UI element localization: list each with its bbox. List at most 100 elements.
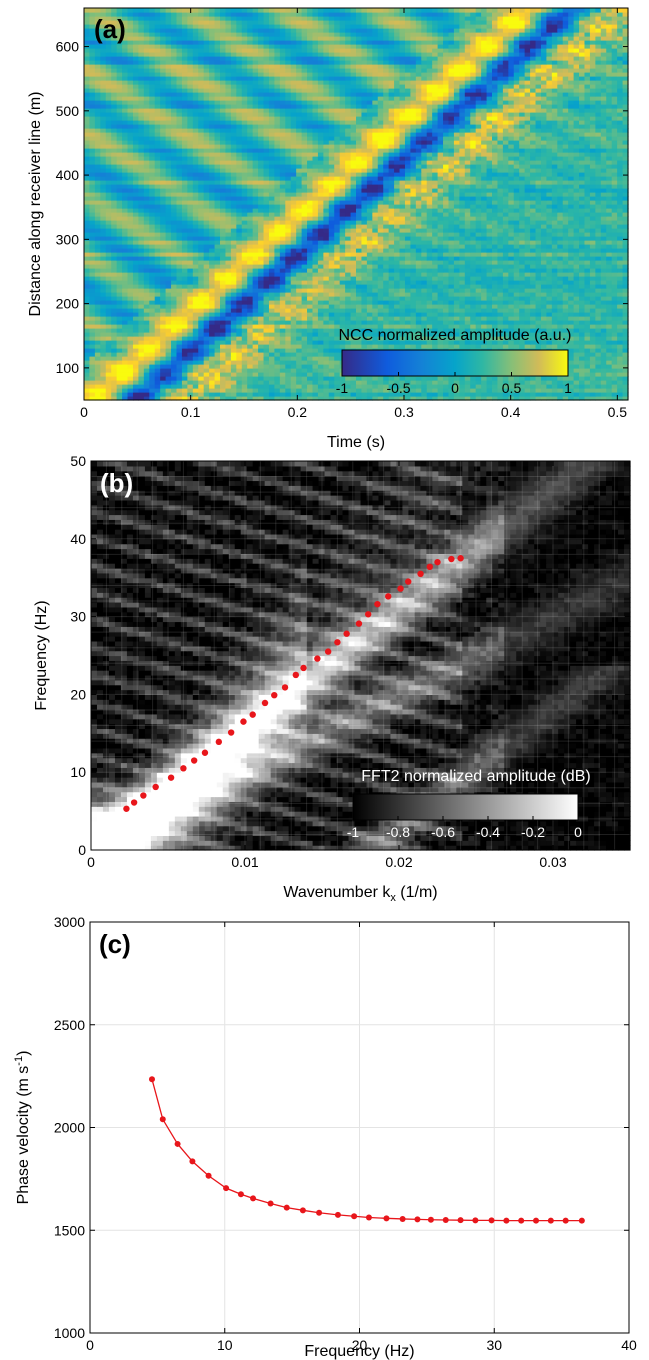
ncc-cell [192, 372, 199, 377]
ncc-cell [432, 240, 439, 245]
ncc-cell [198, 208, 205, 213]
ncc-cell [508, 344, 515, 349]
ncc-cell [513, 276, 520, 281]
ncc-cell [132, 320, 139, 325]
ncc-cell [220, 204, 227, 209]
ncc-cell [241, 316, 248, 321]
ncc-cell [258, 268, 265, 273]
ncc-cell [579, 372, 586, 377]
ncc-cell [279, 224, 286, 229]
ncc-cell [116, 264, 123, 269]
ncc-cell [617, 236, 624, 241]
ncc-cell [339, 212, 346, 217]
ncc-cell [421, 376, 428, 381]
ncc-cell [551, 268, 558, 273]
ncc-cell [317, 200, 324, 205]
ncc-cell [562, 268, 569, 273]
ncc-cell [328, 264, 335, 269]
ncc-cell [573, 244, 580, 249]
ncc-cell [160, 228, 167, 233]
ncc-cell [388, 324, 395, 329]
ncc-cell [181, 228, 188, 233]
ncc-cell [432, 228, 439, 233]
ncc-cell [519, 204, 526, 209]
ncc-cell [285, 248, 292, 253]
ncc-cell [214, 384, 221, 389]
ncc-cell [383, 304, 390, 309]
ncc-cell [432, 248, 439, 253]
ncc-cell [263, 268, 270, 273]
ncc-cell [573, 212, 580, 217]
ncc-cell [524, 316, 531, 321]
ncc-cell [388, 344, 395, 349]
ncc-cell [94, 216, 101, 221]
ncc-cell [579, 256, 586, 261]
ncc-cell [448, 344, 455, 349]
ncc-cell [116, 324, 123, 329]
ncc-cell [241, 376, 248, 381]
ncc-cell [84, 272, 91, 277]
ncc-cell [546, 260, 553, 265]
ncc-cell [334, 248, 341, 253]
ncc-cell [372, 344, 379, 349]
ncc-cell [573, 280, 580, 285]
ncc-cell [160, 312, 167, 317]
ncc-cell [203, 312, 210, 317]
ncc-cell [464, 252, 471, 257]
ncc-cell [459, 232, 466, 237]
ncc-cell [535, 340, 542, 345]
ncc-cell [285, 380, 292, 385]
ncc-cell [372, 200, 379, 205]
ncc-cell [127, 296, 134, 301]
ncc-cell [513, 396, 520, 401]
ncc-cell [154, 208, 161, 213]
ncc-cell [334, 396, 341, 401]
ncc-cell [339, 204, 346, 209]
ncc-cell [220, 220, 227, 225]
ncc-cell [100, 344, 107, 349]
ncc-cell [584, 368, 591, 373]
ncc-cell [301, 220, 308, 225]
ncc-cell [241, 300, 248, 305]
ncc-cell [464, 300, 471, 305]
ncc-cell [540, 276, 547, 281]
ncc-cell [263, 332, 270, 337]
ncc-cell [589, 244, 596, 249]
ncc-cell [606, 248, 613, 253]
ncc-cell [285, 364, 292, 369]
ncc-cell [568, 344, 575, 349]
ncc-cell [481, 200, 488, 205]
ncc-cell [165, 364, 172, 369]
ncc-cell [551, 344, 558, 349]
ncc-cell [247, 368, 254, 373]
ncc-cell [203, 324, 210, 329]
ncc-cell [388, 232, 395, 237]
ncc-cell [252, 376, 259, 381]
ncc-cell [220, 244, 227, 249]
ncc-cell [317, 336, 324, 341]
ncc-cell [307, 316, 314, 321]
ncc-cell [508, 272, 515, 277]
ncc-cell [138, 372, 145, 377]
ncc-cell [268, 344, 275, 349]
ncc-cell [94, 256, 101, 261]
ncc-cell [105, 292, 112, 297]
ncc-cell [268, 292, 275, 297]
ncc-cell [530, 216, 537, 221]
ncc-cell [312, 344, 319, 349]
ncc-cell [399, 332, 406, 337]
ncc-cell [334, 236, 341, 241]
ncc-cell [372, 216, 379, 221]
ncc-cell [209, 204, 216, 209]
ncc-cell [274, 244, 281, 249]
ncc-cell [432, 208, 439, 213]
ncc-cell [399, 212, 406, 217]
ncc-cell [230, 232, 237, 237]
ncc-cell [296, 256, 303, 261]
ncc-cell [241, 392, 248, 397]
ncc-cell [165, 348, 172, 353]
ncc-cell [350, 328, 357, 333]
ncc-cell [171, 292, 178, 297]
ncc-cell [252, 368, 259, 373]
ncc-cell [274, 232, 281, 237]
